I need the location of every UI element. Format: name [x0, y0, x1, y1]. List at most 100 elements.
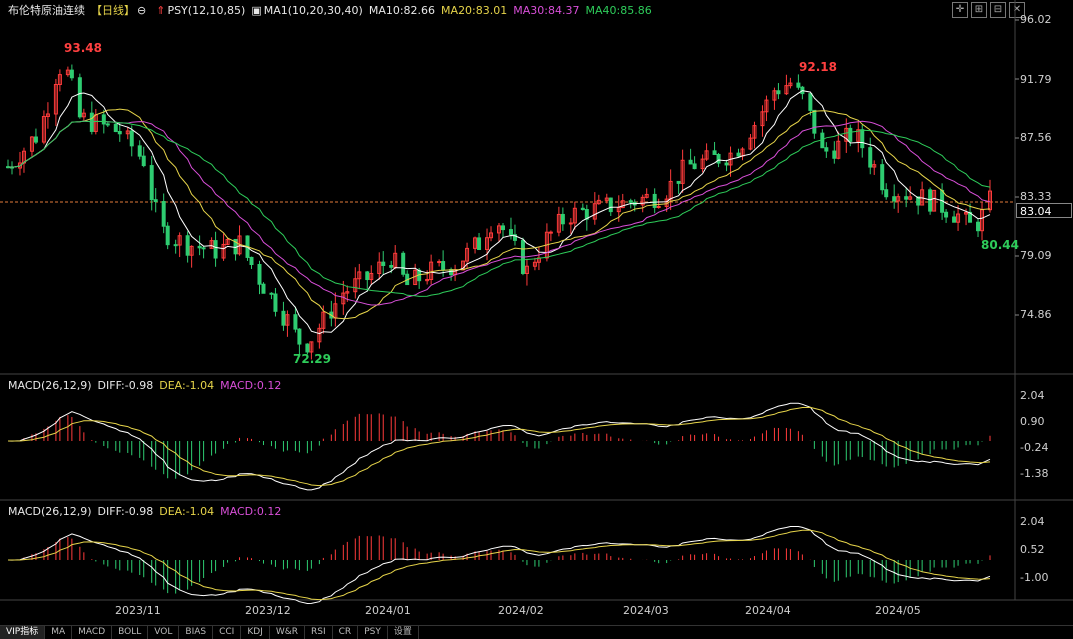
candle-body	[872, 164, 877, 168]
crosshair-icon[interactable]: ✛	[952, 2, 968, 18]
candle-body	[608, 197, 613, 213]
tab-rsi[interactable]: RSI	[305, 626, 333, 639]
kline-chart[interactable]	[0, 0, 1073, 625]
candle-body	[532, 261, 537, 267]
period-label[interactable]: 【日线】	[91, 4, 135, 17]
candle-body	[508, 229, 513, 236]
candle-body	[976, 221, 981, 232]
low-annotation-2: 80.44	[981, 238, 1019, 252]
macd1-header: MACD(26,12,9) DIFF:-0.98 DEA:-1.04 MACD:…	[8, 377, 287, 393]
tab-ma[interactable]: MA	[45, 626, 73, 639]
candle-body	[952, 216, 957, 223]
tab-kdj[interactable]: KDJ	[241, 626, 270, 639]
candle-body	[293, 314, 298, 330]
candle-body	[57, 74, 62, 86]
zoom-out-icon[interactable]: ⊟	[990, 2, 1006, 18]
candle-body	[604, 197, 609, 201]
candle-body	[29, 136, 34, 152]
candle-body	[177, 235, 182, 246]
candle-body	[185, 235, 190, 256]
candle-body	[580, 207, 585, 211]
candle-body	[556, 213, 561, 233]
candle-body	[944, 211, 949, 218]
tab-bias[interactable]: BIAS	[179, 626, 214, 639]
close-icon[interactable]: ✕	[1009, 2, 1025, 18]
tab-cr[interactable]: CR	[333, 626, 359, 639]
tab-wr[interactable]: W&R	[270, 626, 306, 639]
candle-body	[161, 201, 166, 227]
candle-body	[560, 213, 565, 225]
ma-line-1	[7, 90, 991, 335]
tab-vol[interactable]: VOL	[148, 626, 180, 639]
tab-settings[interactable]: 设置	[388, 626, 419, 639]
candle-body	[860, 129, 865, 149]
psy-label: PSY(12,10,85)	[167, 3, 246, 17]
candle-body	[261, 283, 266, 294]
candle-body	[201, 247, 206, 250]
settings-icon[interactable]: ⊖	[137, 3, 147, 17]
candle-body	[596, 199, 601, 205]
macd1-tick: 2.04	[1020, 389, 1045, 402]
dea-line	[8, 406, 991, 487]
zoom-in-icon[interactable]: ⊞	[971, 2, 987, 18]
tab-boll[interactable]: BOLL	[112, 626, 149, 639]
macd1-tick: 0.90	[1020, 415, 1045, 428]
candle-body	[209, 240, 214, 249]
candle-body	[317, 327, 322, 343]
candle-body	[197, 245, 202, 249]
tab-cci[interactable]: CCI	[213, 626, 242, 639]
candle-body	[117, 131, 122, 135]
candle-body	[788, 82, 793, 87]
candle-body	[812, 109, 817, 134]
ma-toggle-icon[interactable]: ▣	[251, 3, 262, 17]
diff-line	[7, 402, 991, 491]
tab-psy[interactable]: PSY	[358, 626, 388, 639]
ma40-value: MA40:85.86	[585, 3, 652, 17]
candle-body	[500, 225, 505, 231]
ma-line-3	[7, 120, 991, 306]
price-tick-label: 74.86	[1020, 308, 1052, 321]
date-tick: 2024/01	[365, 604, 411, 617]
candle-body	[153, 199, 158, 203]
date-tick: 2024/04	[745, 604, 791, 617]
candle-body	[365, 271, 370, 281]
candle-body	[592, 203, 597, 220]
tab-macd[interactable]: MACD	[72, 626, 113, 639]
macd1-dea: DEA:-1.04	[159, 378, 215, 392]
macd2-header: MACD(26,12,9) DIFF:-0.98 DEA:-1.04 MACD:…	[8, 503, 287, 519]
candle-body	[125, 130, 130, 135]
ma-line-2	[7, 108, 991, 320]
candle-body	[620, 200, 625, 209]
price-tick-label: 79.09	[1020, 249, 1052, 262]
dea-line	[8, 529, 991, 601]
macd1-macd: MACD:0.12	[220, 378, 282, 392]
candle-body	[784, 85, 789, 95]
macd1-tick: -1.38	[1020, 467, 1049, 480]
candle-body	[321, 311, 326, 329]
candle-body	[656, 205, 661, 208]
ma-label: MA1(10,20,30,40)	[263, 3, 363, 17]
candle-body	[916, 196, 921, 206]
candlesticks	[6, 64, 992, 360]
candle-body	[305, 343, 310, 353]
candle-body	[524, 265, 529, 274]
window-tools: ✛ ⊞ ⊟ ✕	[952, 2, 1025, 18]
candle-body	[357, 271, 362, 280]
candle-body	[688, 159, 693, 165]
candle-body	[485, 237, 490, 251]
candle-body	[473, 237, 478, 249]
psy-arrow-icon: ⇑	[156, 3, 166, 17]
candle-body	[680, 159, 685, 184]
candle-body	[904, 196, 909, 200]
candle-body	[568, 222, 573, 225]
candle-body	[764, 99, 769, 113]
tab-vip[interactable]: VIP指标	[0, 626, 46, 639]
candle-body	[988, 190, 992, 211]
indicator-toolbar: VIP指标 MA MACD BOLL VOL BIAS CCI KDJ W&R …	[0, 625, 1073, 639]
price-tick-label: 87.56	[1020, 131, 1052, 144]
diff-line	[7, 526, 991, 605]
candle-body	[676, 180, 681, 184]
date-tick: 2024/05	[875, 604, 921, 617]
candle-body	[189, 245, 194, 256]
candle-body	[345, 291, 350, 294]
